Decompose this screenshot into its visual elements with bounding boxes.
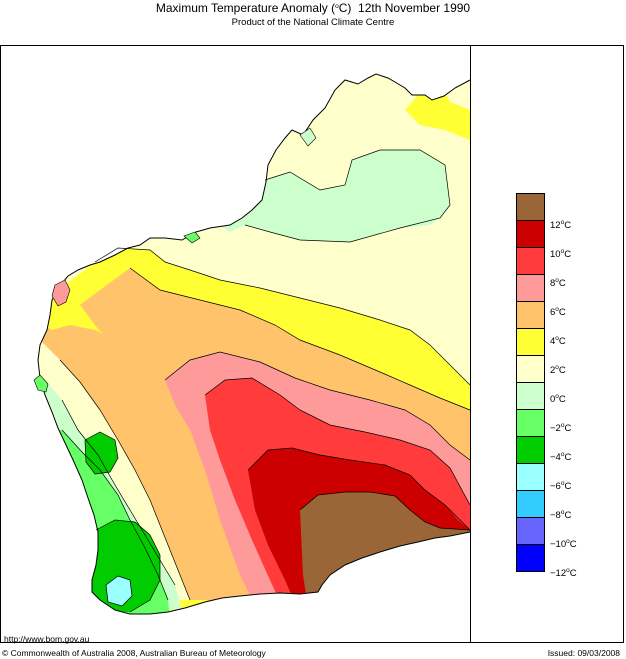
shark-bay-peninsula <box>51 279 71 307</box>
legend-swatch <box>516 274 545 302</box>
copyright-notice: © Commonwealth of Australia 2008, Austra… <box>2 648 266 658</box>
legend-swatch <box>516 301 545 329</box>
legend-swatch <box>516 328 545 356</box>
color-legend <box>516 193 546 572</box>
zone-2-to-4-kimberley <box>405 90 470 140</box>
legend-swatch <box>516 382 545 410</box>
legend-swatch <box>516 247 545 275</box>
legend-tick-label: 6oC <box>550 306 566 318</box>
legend-tick-label: −4oC <box>550 451 572 463</box>
legend-swatch <box>516 409 545 437</box>
legend-swatch <box>516 220 545 248</box>
legend-swatch <box>516 544 545 572</box>
source-url[interactable]: http://www.bom.gov.au <box>4 634 90 644</box>
legend-tick-label: −8oC <box>550 509 572 521</box>
legend-tick-label: 10oC <box>550 248 572 260</box>
zone-minus-8-to-minus-6 <box>106 576 132 606</box>
legend-swatch <box>516 355 545 383</box>
legend-divider <box>470 45 471 643</box>
legend-tick-label: 2oC <box>550 364 566 376</box>
issued-date: Issued: 09/03/2008 <box>547 648 620 658</box>
legend-tick-label: −10oC <box>550 538 577 550</box>
legend-tick-label: −6oC <box>550 480 572 492</box>
legend-swatch <box>516 436 545 464</box>
legend-swatch <box>516 490 545 518</box>
map-title-text: Maximum Temperature Anomaly (oC) 12th No… <box>155 1 471 15</box>
map-title: Maximum Temperature Anomaly (oC) 12th No… <box>0 0 626 15</box>
coastline <box>37 73 471 615</box>
gulf-islet <box>299 127 317 147</box>
zone-minus-2-to-0-north <box>200 150 450 242</box>
anomaly-zones <box>38 74 470 614</box>
legend-tick-label: 4oC <box>550 335 566 347</box>
legend-tick-label: −12oC <box>550 567 577 579</box>
legend-swatch <box>516 517 545 545</box>
legend-tick-label: 12oC <box>550 219 572 231</box>
legend-tick-label: 8oC <box>550 277 566 289</box>
legend-swatch <box>516 463 545 491</box>
isolines <box>59 149 471 613</box>
legend-tick-label: −2oC <box>550 422 572 434</box>
map-frame <box>0 45 624 643</box>
offshore-island <box>33 374 49 393</box>
north-islet <box>183 231 201 244</box>
legend-swatch <box>516 193 545 221</box>
legend-tick-label: 0oC <box>550 393 566 405</box>
map-subtitle: Product of the National Climate Centre <box>231 17 395 28</box>
